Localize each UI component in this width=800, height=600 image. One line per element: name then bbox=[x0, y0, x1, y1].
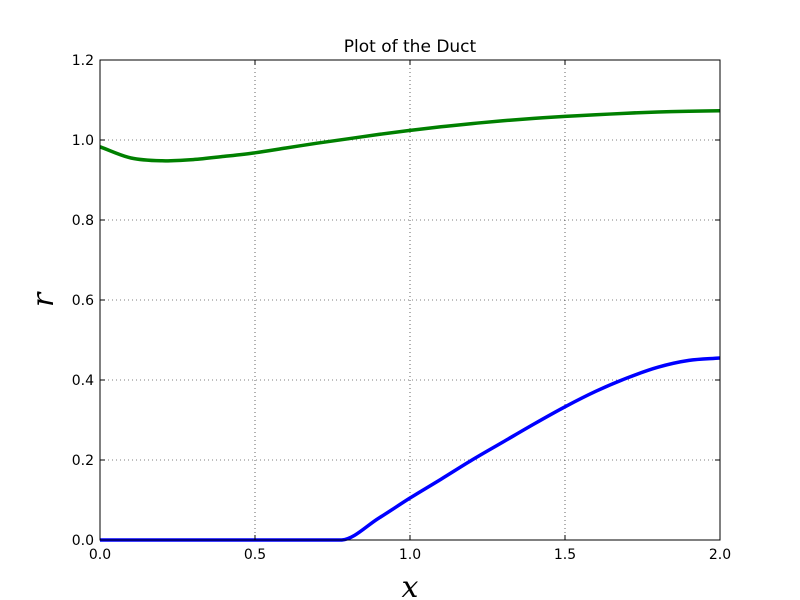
y-tick-label: 0.0 bbox=[72, 533, 94, 549]
x-tick-label: 0.0 bbox=[89, 547, 111, 563]
y-tick-label: 1.2 bbox=[72, 53, 94, 69]
y-tick-label: 0.4 bbox=[72, 373, 94, 389]
series-line-2 bbox=[100, 356, 721, 542]
x-axis-label: x bbox=[402, 570, 419, 600]
y-tick-label: 1.0 bbox=[72, 133, 94, 149]
series-group bbox=[99, 109, 721, 542]
x-tick-label: 1.0 bbox=[399, 547, 421, 563]
x-tick-label: 2.0 bbox=[709, 547, 731, 563]
x-tick-label: 0.5 bbox=[244, 547, 266, 563]
y-tick-label: 0.2 bbox=[72, 453, 94, 469]
x-tick-label: 1.5 bbox=[554, 547, 576, 563]
y-axis-label: r bbox=[26, 291, 61, 307]
y-tick-label: 0.6 bbox=[72, 293, 94, 309]
ticks: 0.0 0.5 1.0 1.5 2.0 0.0 0.2 0.4 0.6 0.8 1.0 1.2 bbox=[72, 53, 731, 563]
series-line-1 bbox=[99, 109, 721, 163]
y-tick-label: 0.8 bbox=[72, 213, 94, 229]
chart-title: Plot of the Duct bbox=[344, 37, 477, 57]
